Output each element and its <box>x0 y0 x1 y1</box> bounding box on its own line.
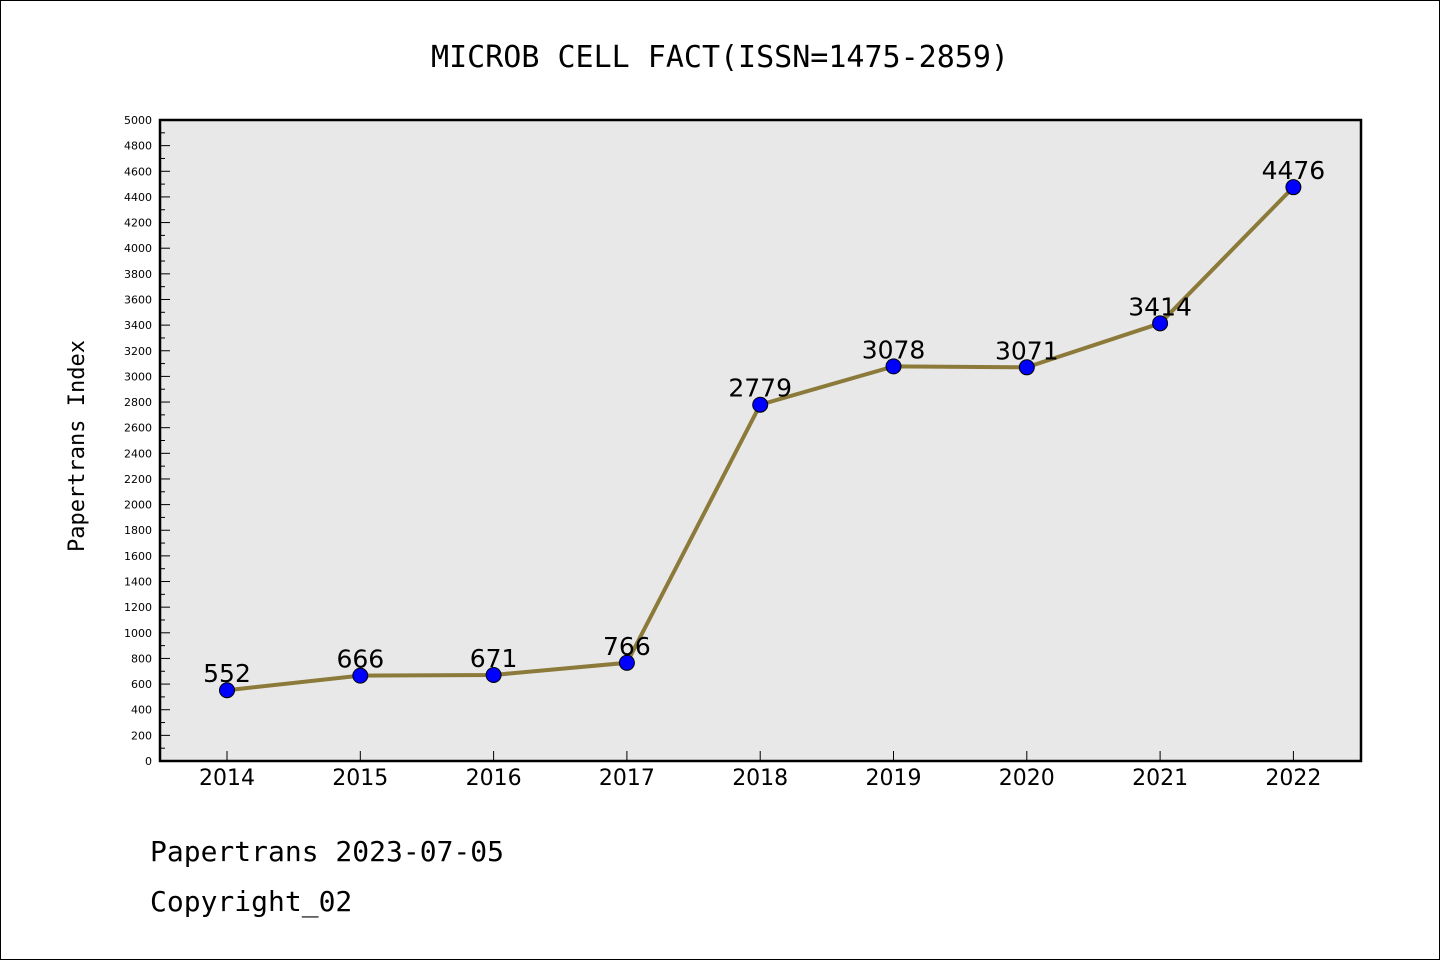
y-tick-label: 3200 <box>124 345 152 358</box>
data-label: 3414 <box>1128 292 1192 321</box>
x-tick-label: 2020 <box>999 766 1055 791</box>
data-point <box>1018 359 1035 376</box>
y-tick-label: 2600 <box>124 422 152 435</box>
data-point <box>485 666 502 683</box>
y-tick-label: 2800 <box>124 396 152 409</box>
y-tick-label: 1400 <box>124 576 152 589</box>
data-labels-group: 552 666 671 766 2779 3078 3071 3414 4476 <box>203 156 1325 688</box>
y-tick-label: 3400 <box>124 319 152 332</box>
x-tick-label: 2022 <box>1265 766 1321 791</box>
y-tick-label: 1800 <box>124 524 152 537</box>
y-tick-label: 4000 <box>124 242 152 255</box>
y-tick-label: 400 <box>131 704 152 717</box>
y-tick-label: 2000 <box>124 499 152 512</box>
y-tick-label: 200 <box>131 729 152 742</box>
y-axis-label: Papertrans Index <box>65 340 90 552</box>
y-tick-label: 3000 <box>124 370 152 383</box>
data-label: 3078 <box>862 335 926 364</box>
y-tick-label: 4200 <box>124 217 152 230</box>
data-label: 3071 <box>995 336 1059 365</box>
y-tick-label: 5000 <box>124 114 152 127</box>
x-tick-label: 2017 <box>599 766 655 791</box>
data-point <box>885 358 902 375</box>
y-tick-label: 0 <box>145 755 152 768</box>
data-point <box>752 396 769 413</box>
data-label: 671 <box>470 644 518 673</box>
y-axis: 0 200 400 600 800 1000 1200 1400 1600 1800 2000 220… <box>124 114 170 768</box>
x-axis: 2014 2015 2016 2017 2018 2019 2020 2021 2022 <box>199 751 1321 791</box>
data-label: 4476 <box>1262 156 1326 185</box>
y-tick-label: 800 <box>131 652 152 665</box>
x-tick-label: 2019 <box>866 766 922 791</box>
data-label: 2779 <box>728 374 792 403</box>
y-tick-label: 3600 <box>124 293 152 306</box>
data-label: 552 <box>203 659 251 688</box>
markers-group <box>219 179 1302 699</box>
x-tick-label: 2016 <box>466 766 522 791</box>
y-tick-label: 2400 <box>124 447 152 460</box>
y-tick-label: 1000 <box>124 627 152 640</box>
data-point <box>1152 315 1169 332</box>
y-tick-label: 4800 <box>124 140 152 153</box>
data-point <box>219 682 235 699</box>
y-tick-label: 1200 <box>124 601 152 614</box>
y-tick-label: 4600 <box>124 165 152 178</box>
x-tick-label: 2021 <box>1132 766 1188 791</box>
data-point <box>352 667 369 684</box>
data-point <box>1285 179 1302 196</box>
x-tick-label: 2015 <box>332 766 388 791</box>
footer-date: Papertrans 2023-07-05 <box>150 835 505 868</box>
y-tick-label: 3800 <box>124 268 152 281</box>
data-label: 666 <box>336 645 384 674</box>
data-point <box>618 654 635 671</box>
x-tick-label: 2014 <box>199 766 255 791</box>
footer-copyright: Copyright_02 <box>150 885 353 918</box>
x-tick-label: 2018 <box>732 766 788 791</box>
plot-area <box>158 118 1363 763</box>
chart-title: MICROB CELL FACT(ISSN=1475-2859) <box>431 40 1009 75</box>
y-tick-label: 1600 <box>124 550 152 563</box>
y-tick-label: 600 <box>131 678 152 691</box>
y-tick-label: 2200 <box>124 473 152 486</box>
data-label: 766 <box>603 632 651 661</box>
y-tick-label: 4400 <box>124 191 152 204</box>
